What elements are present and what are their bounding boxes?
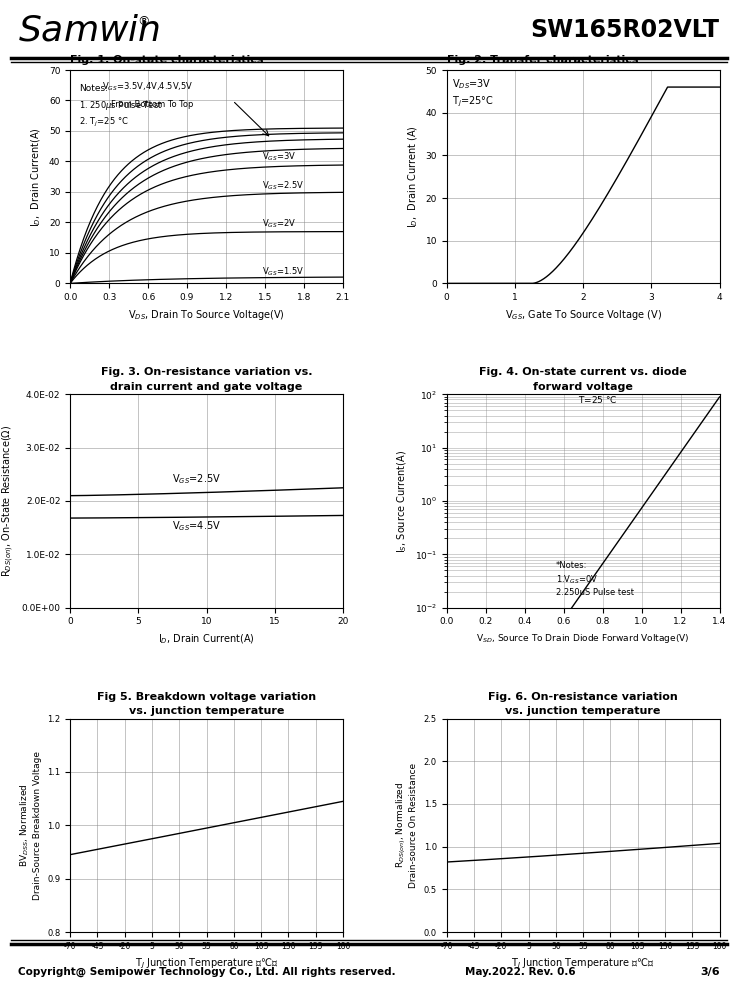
Y-axis label: I$_D$,  Drain Current(A): I$_D$, Drain Current(A)	[30, 127, 44, 227]
Text: V$_{GS}$=2V: V$_{GS}$=2V	[263, 218, 297, 230]
Text: May.2022. Rev. 0.6: May.2022. Rev. 0.6	[465, 967, 576, 977]
Text: V$_{GS}$=2.5V: V$_{GS}$=2.5V	[173, 472, 221, 486]
Text: *Notes:: *Notes:	[556, 561, 587, 570]
Text: Fig 5. Breakdown voltage variation: Fig 5. Breakdown voltage variation	[97, 692, 316, 702]
X-axis label: I$_D$, Drain Current(A): I$_D$, Drain Current(A)	[158, 632, 255, 646]
Text: V$_{GS}$=4.5V: V$_{GS}$=4.5V	[173, 519, 221, 533]
Y-axis label: I$_S$, Source Current(A): I$_S$, Source Current(A)	[396, 449, 409, 553]
Text: drain current and gate voltage: drain current and gate voltage	[111, 382, 303, 392]
Text: Fig. 4. On-state current vs. diode: Fig. 4. On-state current vs. diode	[479, 367, 687, 377]
Text: Fig. 3. On-resistance variation vs.: Fig. 3. On-resistance variation vs.	[101, 367, 312, 377]
Text: $\it{Samwin}$: $\it{Samwin}$	[18, 13, 161, 47]
X-axis label: V$_{SD}$, Source To Drain Diode Forward Voltage(V): V$_{SD}$, Source To Drain Diode Forward …	[476, 632, 690, 645]
Text: V$_{GS}$=1.5V: V$_{GS}$=1.5V	[263, 265, 305, 278]
Text: forward voltage: forward voltage	[533, 382, 633, 392]
Y-axis label: R$_{DS(on)}$, On-State Resistance($\Omega$): R$_{DS(on)}$, On-State Resistance($\Omeg…	[1, 425, 15, 577]
Text: Notes:: Notes:	[79, 84, 108, 93]
X-axis label: T$_J$ Junction Temperature （℃）: T$_J$ Junction Temperature （℃）	[511, 956, 655, 971]
X-axis label: T$_J$ Junction Temperature （℃）: T$_J$ Junction Temperature （℃）	[135, 956, 278, 971]
Text: T=25 $\degree$C: T=25 $\degree$C	[579, 394, 618, 405]
Text: V$_{DS}$=3V: V$_{DS}$=3V	[452, 77, 492, 91]
Text: $\circledR$: $\circledR$	[137, 15, 149, 28]
Text: SW165R02VLT: SW165R02VLT	[531, 18, 720, 42]
X-axis label: V$_{DS}$, Drain To Source Voltage(V): V$_{DS}$, Drain To Source Voltage(V)	[128, 308, 285, 322]
Text: Fig. 2. Transfer characteristics: Fig. 2. Transfer characteristics	[446, 55, 638, 65]
Text: vs. junction temperature: vs. junction temperature	[129, 707, 284, 716]
Y-axis label: R$_{DS(on)}$, Normalized
Drain-source On Resistance: R$_{DS(on)}$, Normalized Drain-source On…	[394, 763, 418, 888]
Text: V$_{GS}$=3V: V$_{GS}$=3V	[263, 151, 297, 163]
Text: V$_{GS}$=3.5V,4V,4.5V,5V: V$_{GS}$=3.5V,4V,4.5V,5V	[102, 81, 193, 93]
X-axis label: V$_{GS}$, Gate To Source Voltage (V): V$_{GS}$, Gate To Source Voltage (V)	[505, 308, 661, 322]
Text: 2.250uS Pulse test: 2.250uS Pulse test	[556, 588, 634, 597]
Text: V$_{GS}$=2.5V: V$_{GS}$=2.5V	[263, 180, 305, 192]
Text: T$_j$=25$\degree$C: T$_j$=25$\degree$C	[452, 95, 494, 109]
Y-axis label: BV$_{DSS}$, Normalized
Drain-Source Breakdown Voltage: BV$_{DSS}$, Normalized Drain-Source Brea…	[18, 751, 41, 900]
Text: 2. T$_j$=25 $\degree$C: 2. T$_j$=25 $\degree$C	[79, 116, 129, 129]
Text: Copyright@ Semipower Technology Co., Ltd. All rights reserved.: Copyright@ Semipower Technology Co., Ltd…	[18, 967, 396, 977]
Text: Fig. 6. On-resistance variation: Fig. 6. On-resistance variation	[489, 692, 678, 702]
Y-axis label: I$_D$,  Drain Current (A): I$_D$, Drain Current (A)	[407, 125, 420, 228]
Text: From Bottom To Top: From Bottom To Top	[111, 100, 193, 109]
Text: 1. 250$\mu$s Pulse Test: 1. 250$\mu$s Pulse Test	[79, 99, 163, 112]
Text: 3/6: 3/6	[700, 967, 720, 977]
Text: 1.V$_{GS}$=0V: 1.V$_{GS}$=0V	[556, 573, 599, 586]
Text: vs. junction temperature: vs. junction temperature	[506, 707, 661, 716]
Text: Fig. 1. On-state characteristics: Fig. 1. On-state characteristics	[70, 55, 263, 65]
